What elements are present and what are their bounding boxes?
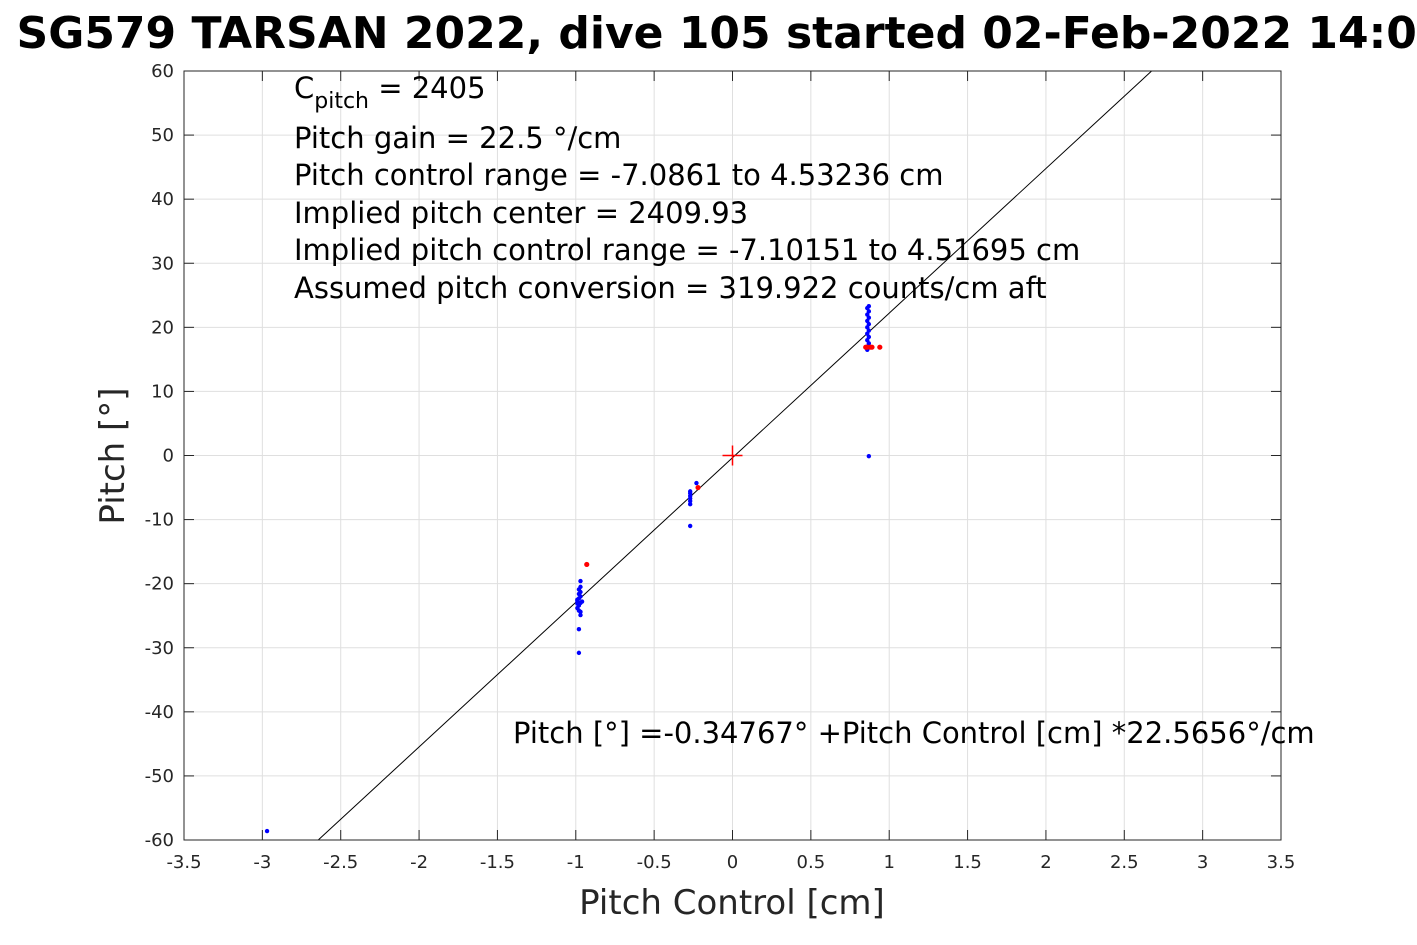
blue-data-point — [687, 502, 693, 507]
chart-title: SG579 TARSAN 2022, dive 105 started 02-F… — [17, 8, 1417, 59]
x-tick-label: -2 — [410, 852, 428, 873]
x-tick-label: -0.5 — [637, 852, 672, 873]
c-pitch-symbol: C — [294, 71, 314, 105]
blue-data-point — [575, 601, 580, 606]
y-axis-label: Pitch [°] — [93, 387, 133, 524]
y-tick-label: 40 — [151, 189, 174, 210]
y-tick-label: -20 — [145, 574, 174, 595]
y-tick-label: -60 — [145, 830, 174, 851]
annotation-pitch-conversion: Assumed pitch conversion = 319.922 count… — [294, 271, 1047, 305]
x-tick-label: 0 — [727, 852, 738, 873]
red-data-point — [695, 484, 701, 491]
axis-ticks: -3.5 -3 -2.5 -2 -1.5 -1 -0.5 0 0.5 1 1.5 2 2.5 3 3.5 -6… — [145, 61, 1296, 873]
center-marker-layer — [722, 445, 743, 466]
red-data-point — [584, 561, 590, 568]
c-pitch-value: = 2405 — [369, 71, 486, 105]
fit-equation-label: Pitch [°] =-0.34767° +Pitch Control [cm]… — [513, 716, 1315, 750]
y-tick-label: 10 — [151, 381, 174, 402]
x-tick-label: 1.5 — [953, 852, 982, 873]
y-tick-label: -30 — [145, 638, 174, 659]
red-data-point — [877, 344, 883, 350]
blue-data-point — [264, 828, 270, 834]
annotation-implied-control-range: Implied pitch control range = -7.10151 t… — [294, 233, 1080, 267]
blue-data-point — [694, 480, 699, 486]
y-tick-label: 60 — [151, 61, 174, 82]
blue-data-point — [687, 489, 693, 494]
x-tick-label: 3 — [1197, 852, 1208, 873]
y-tick-label: 20 — [151, 317, 174, 338]
y-tick-label: -10 — [145, 510, 174, 531]
y-tick-label: 50 — [151, 125, 174, 146]
x-tick-label: -3 — [253, 852, 271, 873]
x-tick-label: -2.5 — [323, 852, 358, 873]
grid — [183, 70, 1282, 841]
x-tick-label: 3.5 — [1267, 852, 1296, 873]
y-tick-label: -50 — [145, 766, 174, 787]
blue-data-point — [576, 650, 582, 656]
blue-data-point — [575, 597, 580, 602]
annotation-pitch-gain: Pitch gain = 22.5 °/cm — [294, 121, 621, 155]
annotation-block: Cpitch = 2405 Pitch gain = 22.5 °/cm Pit… — [294, 71, 1080, 305]
c-pitch-subscript: pitch — [314, 89, 369, 114]
blue-data-point — [578, 584, 583, 590]
x-axis-label: Pitch Control [cm] — [579, 883, 885, 923]
x-tick-label: 2 — [1040, 852, 1051, 873]
blue-data-point — [578, 609, 583, 615]
scatter-points — [264, 303, 883, 834]
annotation-implied-pitch-center: Implied pitch center = 2409.93 — [294, 196, 748, 230]
x-tick-label: -3.5 — [166, 852, 201, 873]
red-data-point — [869, 344, 875, 350]
annotation-pitch-control-range: Pitch control range = -7.0861 to 4.53236… — [294, 158, 943, 192]
blue-data-point — [866, 453, 872, 459]
blue-data-point — [578, 612, 583, 618]
blue-data-point — [576, 626, 582, 632]
x-tick-label: -1 — [567, 852, 585, 873]
blue-data-point — [578, 578, 583, 584]
y-tick-label: 0 — [163, 446, 174, 467]
x-tick-label: 0.5 — [797, 852, 826, 873]
x-tick-label: 1 — [883, 852, 894, 873]
blue-data-point — [866, 303, 872, 309]
x-tick-label: 2.5 — [1110, 852, 1139, 873]
y-tick-label: -40 — [145, 702, 174, 723]
annotation-c-pitch: Cpitch = 2405 — [294, 71, 486, 114]
x-tick-label: -1.5 — [480, 852, 515, 873]
blue-data-point — [687, 523, 693, 529]
y-tick-label: 30 — [151, 253, 174, 274]
blue-data-point — [579, 599, 585, 604]
